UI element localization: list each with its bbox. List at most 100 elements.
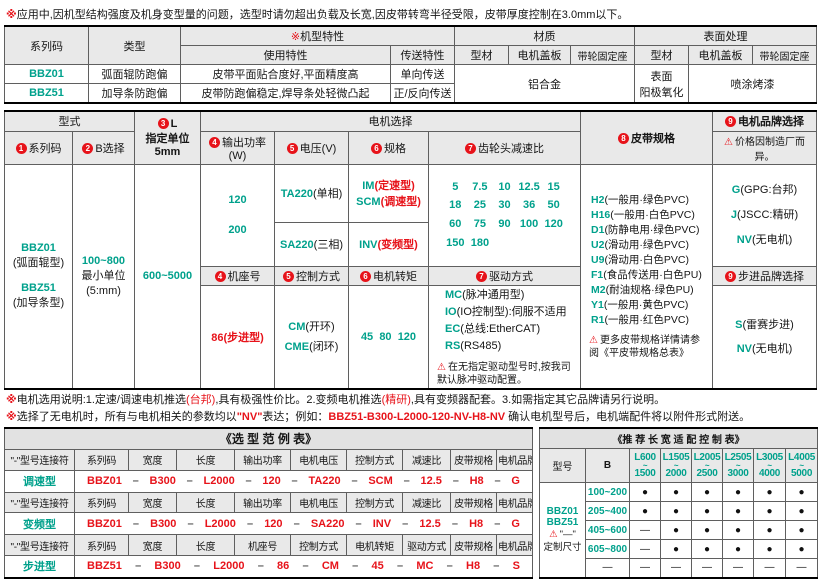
- brand-item: J(JSCC:精研): [715, 203, 814, 228]
- col-header: 电机品牌: [496, 448, 533, 471]
- header-pulley-seat: 带轮固定座: [570, 45, 635, 65]
- l-to: 2000: [665, 468, 687, 479]
- header-stepper-brand: 9 步进品牌选择: [712, 265, 817, 286]
- feature-label: 机型特性: [300, 31, 345, 43]
- matrix-cell: —: [722, 558, 754, 578]
- matrix-cell: ●: [691, 501, 723, 521]
- model-segment: INV: [372, 517, 392, 530]
- brand-item: G(GPG:台邦): [715, 178, 814, 203]
- matrix-cell: ●: [784, 482, 819, 502]
- voltage-code: TA220: [280, 188, 313, 200]
- drive-code: MC: [445, 288, 463, 301]
- example-table: 《选 型 范 例 表》 "-"型号连接符 系列码 宽度 长度 输出功率 电机电压 控制方式…: [4, 426, 533, 579]
- col-header: 长度: [176, 534, 235, 557]
- series-options: BBZ01 (弧面辊型) BBZ51 (加导条型): [4, 163, 73, 389]
- col-header: 电机品牌: [496, 534, 533, 557]
- col-header: 输出功率: [234, 491, 291, 514]
- control-mode-options: CM(开环) CME(闭环): [274, 284, 349, 389]
- drive-mode-list: MC(脉冲通用型) IO(IO控制型):伺服不适用 EC(总线:EtherCAT…: [431, 287, 578, 355]
- col-header: 长度: [176, 491, 235, 514]
- brand-desc: (GPG:台邦): [740, 183, 798, 196]
- torque-value: 80: [379, 330, 392, 343]
- example-row-speed: 调速型 BBZ01– B300– L2000–120– TA220– SCM –12.5–…: [4, 469, 533, 493]
- note-asterisk: ※: [6, 410, 17, 423]
- col-header: 皮带规格: [450, 534, 497, 557]
- drive-item: MC(脉冲通用型): [445, 287, 578, 304]
- l-to: 4000: [758, 468, 781, 479]
- no-motor-note: ※选择了无电机时，所有与电机相关的参数均以"NV"表达；例如：BBZ51-B30…: [6, 410, 816, 425]
- belt-spec-cell: H2(一般用·绿色PVC) H16(一般用·白色PVC) D1(防静电用·绿色P…: [580, 163, 713, 389]
- belt-code: D1: [591, 223, 605, 236]
- matrix-cell: ●: [629, 482, 661, 502]
- stepper-brand-options: S(雷赛步进) NV(无电机): [712, 284, 817, 389]
- spec-code: INV: [359, 239, 378, 251]
- belt-code: M2: [591, 283, 606, 296]
- header-motor-torque: 6 电机转矩: [348, 265, 429, 286]
- header-series-col: 1 系列码: [4, 130, 73, 165]
- matrix-model-cell: BBZ01 BBZ51 ⚠ "—" 定制尺寸: [539, 482, 586, 578]
- col-header: 驱动方式: [402, 534, 451, 557]
- belt-more-note: ⚠ 更多皮带规格详情请参阅《平皮带规格总表》: [583, 328, 710, 360]
- length-unit: 指定单位5mm: [145, 132, 190, 158]
- badge-9: 9: [725, 270, 736, 282]
- warning-icon: ⚠: [589, 334, 598, 346]
- transfer-value: 单向传送: [390, 64, 455, 84]
- connector: –: [246, 517, 254, 530]
- col-header: 控制方式: [346, 491, 403, 514]
- note-red-text: "NV": [236, 410, 263, 423]
- example-table-title: 《选 型 范 例 表》: [4, 427, 533, 450]
- ratio-value: 120: [544, 218, 563, 230]
- badge-6: 6: [360, 270, 371, 282]
- spec-code: IM: [362, 180, 375, 192]
- use-feature-value: 皮带平面贴合度好,平面精度高: [180, 64, 391, 84]
- brand-code: NV: [736, 342, 752, 355]
- ratio-value: 100: [519, 218, 539, 230]
- brand-item: NV(无电机): [715, 228, 814, 253]
- drive-desc: (RS485): [460, 339, 502, 352]
- torque-value: 45: [360, 330, 374, 343]
- note-asterisk: ※: [6, 9, 17, 21]
- note-text: 表达；例如：: [262, 410, 329, 423]
- badge-5: 5: [283, 270, 294, 282]
- size-matrix-table: 《推 荐 长 宽 适 配 控 制 表》 型号 B L600 ~1500 L1505…: [538, 426, 819, 579]
- col-header: 系列码: [74, 448, 129, 471]
- header-model-format: 型式: [4, 110, 135, 132]
- drive-item: IO(IO控制型):伺服不适用: [445, 304, 578, 321]
- b-range-value: 100~800: [81, 254, 126, 267]
- note-text: ,具有极强性价比。2.变频电机推选: [215, 393, 382, 406]
- torque-values: 45 80 120: [348, 284, 429, 389]
- drive-desc: (脉冲通用型): [462, 288, 525, 301]
- col-header: 电机品牌: [496, 491, 533, 514]
- drive-item: EC(总线:EtherCAT): [445, 321, 578, 338]
- series-label: 系列码: [28, 142, 62, 155]
- matrix-cell: ●: [722, 520, 754, 540]
- brand-code: J: [730, 208, 737, 221]
- model-segment: B300: [154, 560, 181, 573]
- belt-desc: (一般用·红色PVC): [604, 313, 690, 326]
- badge-2: 2: [82, 142, 94, 154]
- frame-label: 机座号: [227, 270, 261, 283]
- brand-code: S: [735, 318, 743, 331]
- model-segment: 86: [277, 560, 290, 573]
- warning-icon: ⚠: [549, 528, 558, 540]
- drive-code: RS: [445, 339, 461, 352]
- belt-spec-item: U9(滑动用·白色PVC): [591, 253, 710, 268]
- example-row-inverter: 变频型 BBZ01– B300– L2000–120– SA220– INV –12.5–…: [4, 512, 533, 536]
- matrix-cell: ●: [753, 520, 786, 540]
- series-code: BBZ01: [4, 64, 89, 84]
- b-range-note1: 最小单位: [81, 269, 126, 282]
- model-segment: 45: [371, 560, 384, 573]
- belt-note-text: 更多皮带规格详情请参阅《平皮带规格总表》: [589, 334, 700, 359]
- matrix-cell: —: [784, 558, 819, 578]
- belt-spec-item: H2(一般用·绿色PVC): [591, 193, 710, 208]
- belt-code: U2: [591, 238, 605, 251]
- series-type: 加导条防跑偏: [88, 83, 181, 104]
- top-usage-note: ※应用中,因机型结构强度及机身变型量的问题，选型时请勿超出负载及长宽,因皮带转弯…: [6, 8, 816, 23]
- matrix-b-header: B: [585, 448, 630, 483]
- b-range-cell: 100~800 最小单位 (5:mm): [72, 163, 135, 389]
- header-type: 类型: [88, 25, 181, 65]
- header-b-select: 2 B选择: [72, 130, 135, 165]
- drive-label: 驱动方式: [489, 270, 533, 283]
- model-segment: BBZ51: [87, 560, 122, 573]
- matrix-row: 405~600 — ● ● ● ● ●: [540, 520, 819, 540]
